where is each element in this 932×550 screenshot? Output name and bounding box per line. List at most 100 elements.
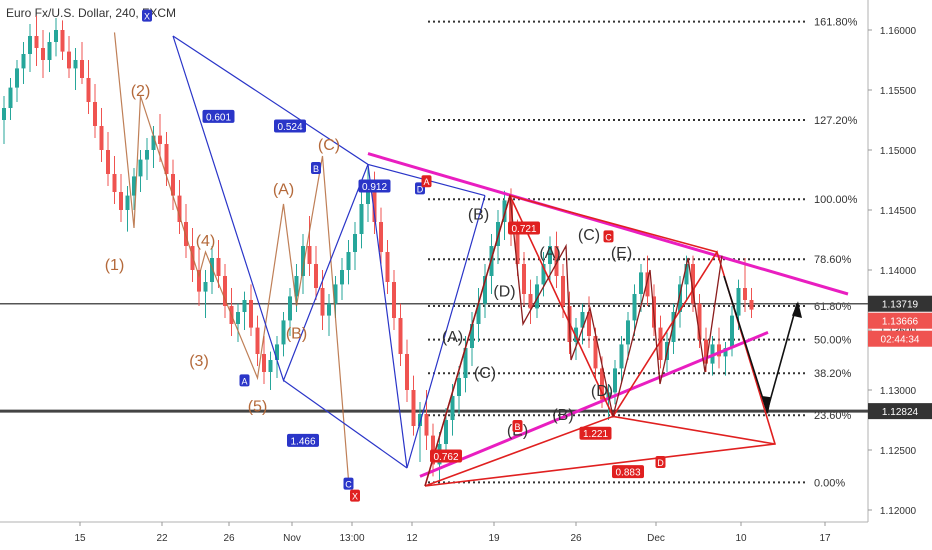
trendline-upper	[367, 152, 849, 296]
fib-level-label: 127.20%	[814, 115, 858, 127]
candle-body	[398, 318, 403, 354]
x-tick-label: 19	[488, 533, 500, 544]
projection-arrowhead	[762, 396, 771, 414]
candle-body	[600, 368, 604, 400]
ratio-badge-label: 1.466	[290, 436, 315, 447]
y-tick-label: 1.16000	[880, 26, 917, 37]
wave-label: (B)	[552, 407, 573, 424]
candle-body	[333, 284, 338, 304]
x-tick-label: 10	[735, 533, 747, 544]
candle-body	[99, 126, 104, 150]
candle-body	[450, 396, 455, 420]
candle-body	[639, 272, 643, 294]
ratio-badge-label: 0.912	[362, 182, 387, 193]
candle-body	[294, 276, 299, 297]
ratio-badge	[274, 119, 306, 133]
fib-level-label: 161.80%	[814, 17, 858, 29]
candle-body	[704, 339, 708, 364]
ratio-badge	[287, 433, 319, 447]
y-tick-label: 1.14000	[880, 266, 917, 277]
wave-label: (C)	[578, 227, 600, 244]
wave-label: (A)	[442, 329, 463, 346]
ratio-badge	[612, 465, 644, 479]
pattern-point-marker	[142, 9, 152, 22]
candle-body	[379, 222, 383, 252]
candle-body	[86, 78, 91, 102]
candle-body	[444, 420, 448, 444]
candle-body	[463, 348, 468, 378]
projection-arrowhead	[792, 301, 802, 318]
candle-body	[483, 276, 487, 304]
candle-body	[255, 327, 260, 354]
candle-body	[736, 288, 741, 316]
ratio-badge	[508, 221, 540, 235]
candle-body	[281, 320, 286, 345]
candle-body	[424, 414, 429, 436]
candle-body	[593, 336, 598, 369]
pattern-point-marker	[239, 374, 250, 387]
x-tick-label: 15	[74, 533, 86, 544]
x-tick-label: 17	[819, 533, 831, 544]
ratio-badge-label: 1.221	[583, 429, 608, 440]
wave-label: (A)	[273, 181, 294, 198]
harmonic-pattern-blue	[283, 379, 408, 469]
ratio-badge	[358, 179, 391, 193]
pattern-point-label: D	[657, 458, 664, 468]
candle-body	[580, 312, 585, 328]
candle-body	[548, 246, 552, 264]
candle-body	[535, 284, 539, 309]
candle-body	[684, 264, 689, 285]
x-tick-label: 12	[406, 533, 418, 544]
candle-body	[541, 264, 546, 285]
candle-body	[60, 30, 65, 52]
y-tick-label: 1.14500	[880, 206, 917, 217]
wave-label: (1)	[105, 257, 125, 274]
price-badge	[868, 295, 932, 312]
fib-level-label: 50.00%	[814, 335, 852, 347]
candle-body	[93, 102, 97, 126]
candle-body	[515, 234, 520, 264]
projection-arrow	[723, 275, 798, 415]
candle-body	[288, 296, 292, 321]
candle-body	[301, 246, 305, 276]
x-tick-label: 26	[570, 533, 582, 544]
ratio-badge-label: 0.524	[277, 122, 302, 133]
candle-body	[236, 312, 240, 324]
candle-body	[359, 204, 364, 234]
pattern-point-marker	[421, 175, 432, 188]
candle-body	[528, 294, 533, 309]
price-badge-label: 02:44:34	[881, 335, 920, 346]
fib-level-label: 0.00%	[814, 477, 845, 489]
wave-label: (5)	[248, 399, 268, 416]
ratio-badge	[579, 426, 612, 440]
pattern-point-marker	[512, 420, 523, 432]
pattern-point-label: X	[144, 12, 150, 22]
candle-body	[554, 246, 559, 276]
wave-label: (A)	[539, 245, 560, 262]
candle-body	[658, 327, 663, 360]
candle-body	[697, 303, 702, 340]
candle-body	[314, 264, 318, 288]
candle-body	[717, 344, 721, 357]
wave-label: (2)	[131, 83, 151, 100]
candle-body	[509, 200, 513, 234]
candle-body	[8, 87, 13, 108]
candle-body	[190, 246, 195, 270]
candle-body	[366, 186, 370, 204]
candle-body	[411, 390, 416, 426]
wave-zigzag	[424, 195, 723, 487]
candle-body	[307, 246, 312, 264]
candle-body	[678, 284, 682, 312]
candle-body	[67, 51, 71, 69]
candle-body	[203, 282, 208, 292]
candle-body	[645, 272, 650, 297]
candle-body	[749, 300, 754, 310]
wave-label: (4)	[196, 233, 216, 250]
candle-body	[197, 270, 201, 292]
candle-body	[619, 344, 624, 369]
candle-body	[145, 150, 149, 160]
ratio-badge-label: 0.762	[433, 452, 458, 463]
price-badge	[868, 312, 932, 329]
ratio-badge-label: 0.883	[615, 468, 640, 479]
